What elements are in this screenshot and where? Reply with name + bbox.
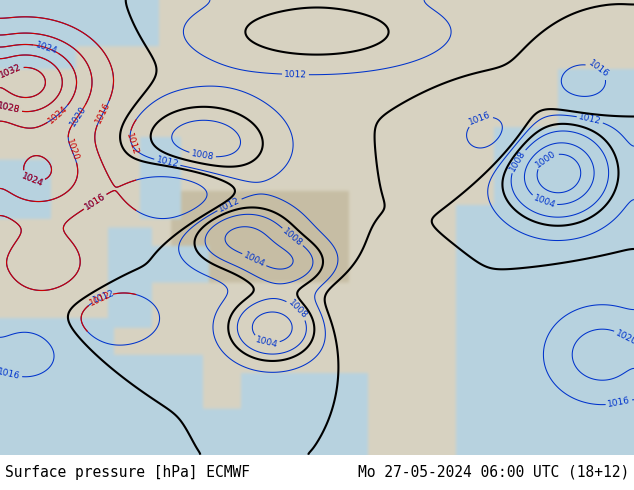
Text: 1024: 1024 bbox=[20, 172, 44, 188]
Text: 1008: 1008 bbox=[190, 149, 214, 162]
Text: 1012: 1012 bbox=[92, 289, 117, 305]
Text: 1024: 1024 bbox=[20, 172, 44, 188]
Text: 1008: 1008 bbox=[286, 298, 309, 320]
Text: Mo 27-05-2024 06:00 UTC (18+12): Mo 27-05-2024 06:00 UTC (18+12) bbox=[358, 465, 629, 480]
Text: 1012: 1012 bbox=[578, 112, 602, 126]
Text: 1008: 1008 bbox=[508, 149, 527, 173]
Text: 1012: 1012 bbox=[124, 131, 139, 156]
Text: 1020: 1020 bbox=[63, 138, 80, 162]
Text: 1016: 1016 bbox=[467, 111, 492, 127]
Text: 1032: 1032 bbox=[0, 63, 23, 80]
Text: 1012: 1012 bbox=[88, 290, 112, 307]
Text: 1024: 1024 bbox=[34, 40, 58, 55]
Text: 1016: 1016 bbox=[83, 192, 107, 212]
Text: 1024: 1024 bbox=[47, 104, 70, 125]
Text: 1004: 1004 bbox=[532, 194, 556, 210]
Text: 1020: 1020 bbox=[614, 328, 634, 346]
Text: 1016: 1016 bbox=[0, 367, 21, 381]
Text: 1028: 1028 bbox=[0, 101, 21, 115]
Text: 1012: 1012 bbox=[284, 70, 307, 79]
Text: 1008: 1008 bbox=[281, 226, 304, 248]
Text: 1032: 1032 bbox=[0, 63, 23, 80]
Text: 1016: 1016 bbox=[586, 59, 610, 79]
Text: 1020: 1020 bbox=[68, 104, 88, 128]
Text: 1012: 1012 bbox=[155, 155, 179, 170]
Text: 1016: 1016 bbox=[94, 100, 112, 125]
Text: 1004: 1004 bbox=[242, 250, 267, 269]
Text: Surface pressure [hPa] ECMWF: Surface pressure [hPa] ECMWF bbox=[5, 465, 250, 480]
Text: 1004: 1004 bbox=[254, 335, 278, 349]
Text: 1016: 1016 bbox=[607, 396, 631, 409]
Text: 1028: 1028 bbox=[0, 101, 21, 115]
Text: 1012: 1012 bbox=[217, 196, 242, 214]
Text: 1016: 1016 bbox=[83, 192, 107, 212]
Text: 1000: 1000 bbox=[534, 148, 559, 169]
